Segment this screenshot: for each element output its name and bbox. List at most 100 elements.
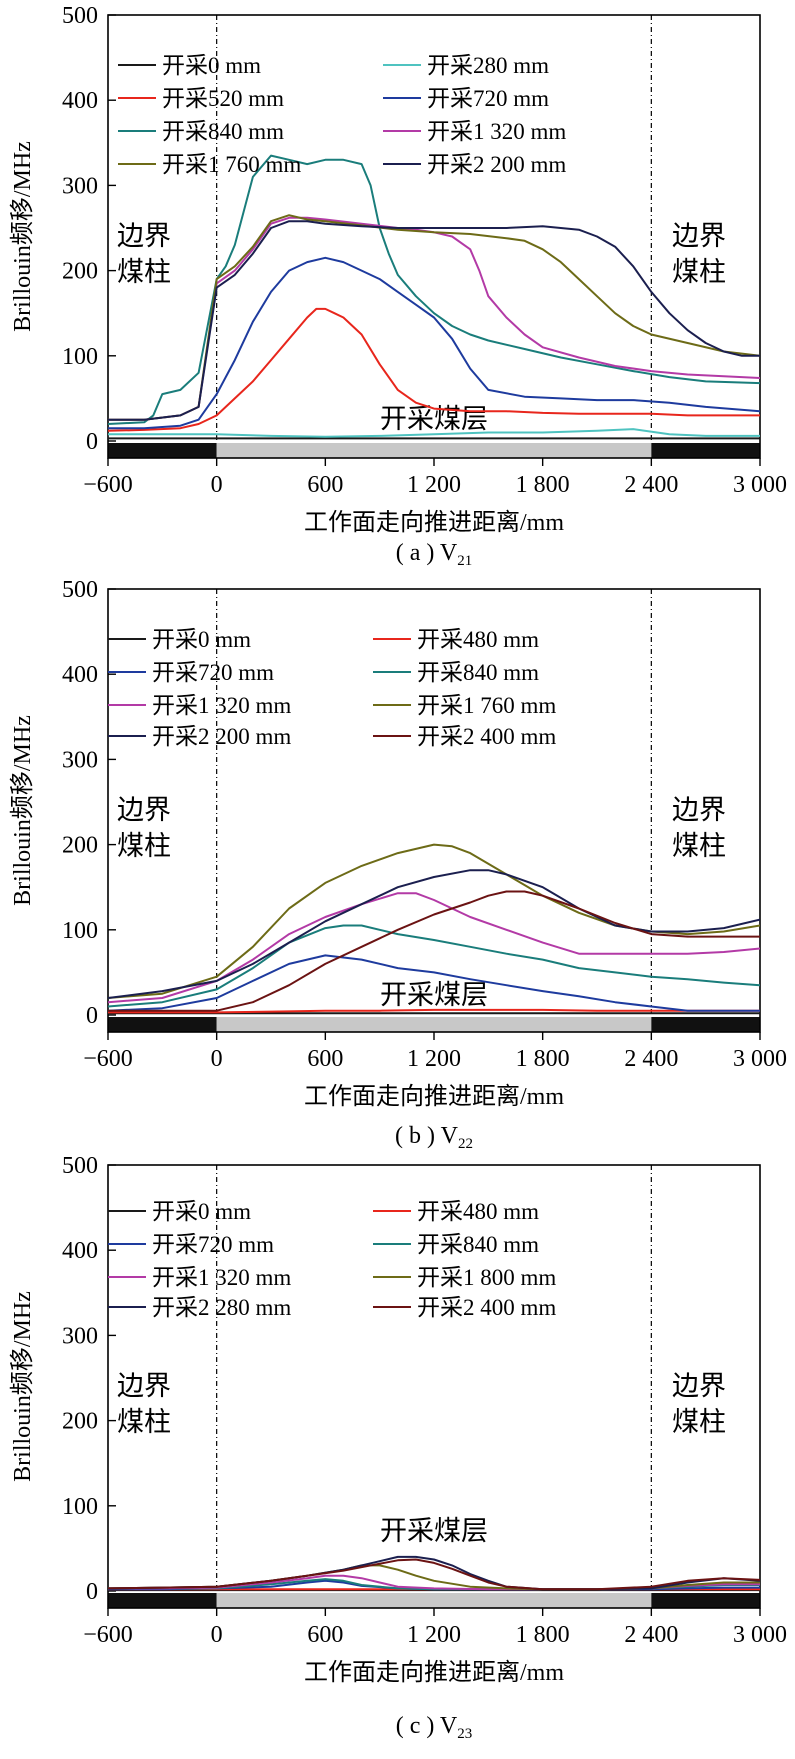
series-line [108,890,760,1012]
legend-label: 开采840 mm [162,119,284,144]
x-tick-label: 2 400 [624,472,678,498]
x-tick-label: 3 000 [733,1046,787,1072]
series-line [108,1008,760,1014]
legend-label: 开采720 mm [152,660,274,685]
y-tick-label: 100 [62,918,98,944]
y-tick-label: 100 [62,344,98,370]
y-tick-label: 300 [62,1323,98,1349]
caption-subscript: 21 [457,553,472,569]
legend-label: 开采1 320 mm [427,119,566,144]
coal-pillar-band-right [651,1017,760,1032]
legend-label: 开采480 mm [417,1199,539,1224]
region-label-left: 煤柱 [117,257,171,287]
x-tick-label: 1 200 [407,472,461,498]
x-tick-label: −600 [83,1046,133,1072]
legend-label: 开采1 760 mm [417,693,556,718]
x-tick-label: 3 000 [733,1622,787,1648]
region-label-right: 边界 [672,221,726,251]
panel-caption: ( c ) V23 [396,1713,473,1742]
y-axis-label: Brillouin频移/MHz [9,715,36,906]
y-tick-label: 100 [62,1494,98,1520]
series-line [108,307,760,432]
y-tick-label: 200 [62,833,98,859]
y-axis-label: Brillouin频移/MHz [9,141,36,332]
coal-seam-band [216,1593,652,1608]
y-tick-label: 500 [62,3,98,29]
x-tick-label: 1 800 [516,1046,570,1072]
legend-label: 开采480 mm [417,627,539,652]
x-tick-label: 1 200 [407,1046,461,1072]
chart-panel: 0 100 200 300 400 500 −600 0 600 1 200 1 800 2 400 3… [9,577,787,1152]
caption-main: ( a ) V [396,540,458,566]
y-axis-label: Brillouin频移/MHz [9,1291,36,1482]
legend-label: 开采1 320 mm [152,1265,291,1290]
legend-label: 开采2 200 mm [427,152,566,177]
region-label-left: 边界 [117,1371,171,1401]
series-line [108,214,760,421]
legend-label: 开采2 200 mm [152,724,291,749]
y-tick-label: 400 [62,662,98,688]
x-tick-label: 0 [211,1046,223,1072]
legend-label: 开采840 mm [417,1232,539,1257]
x-tick-label: 0 [211,472,223,498]
region-label-right: 煤柱 [672,1407,726,1437]
x-axis-label: 工作面走向推进距离/mm [304,509,564,536]
legend-label: 开采720 mm [427,86,549,111]
y-tick-label: 200 [62,259,98,285]
region-label-left: 边界 [117,221,171,251]
series-line [108,924,760,1008]
series-line [108,892,760,1004]
legend-label: 开采2 400 mm [417,724,556,749]
x-tick-label: 2 400 [624,1046,678,1072]
seam-label: 开采煤层 [380,1516,488,1546]
legend-label: 开采840 mm [417,660,539,685]
panel-caption: ( b ) V22 [395,1123,473,1152]
y-tick-label: 300 [62,747,98,773]
x-tick-label: 2 400 [624,1622,678,1648]
plot-frame [107,14,761,459]
series-line [108,428,760,438]
x-tick-label: 600 [307,1622,343,1648]
caption-subscript: 23 [457,1726,472,1742]
legend-label: 开采2 400 mm [417,1295,556,1320]
y-tick-label: 500 [62,1153,98,1179]
coal-pillar-band-right [651,443,760,458]
coal-seam-band [216,443,652,458]
legend-label: 开采1 320 mm [152,693,291,718]
coal-pillar-band-left [108,1593,217,1608]
y-tick-label: 400 [62,88,98,114]
seam-label: 开采煤层 [380,980,488,1010]
series-line [108,154,760,425]
x-tick-label: −600 [83,1622,133,1648]
coal-pillar-band-left [108,1017,217,1032]
x-tick-label: 600 [307,1046,343,1072]
region-label-right: 边界 [672,1371,726,1401]
coal-pillar-band-left [108,443,217,458]
x-tick-label: 600 [307,472,343,498]
legend-label: 开采2 280 mm [152,1295,291,1320]
series-line [108,954,760,1012]
plot-frame [107,588,761,1033]
legend-label: 开采0 mm [152,627,251,652]
panel-caption: ( a ) V21 [396,540,473,569]
y-tick-label: 500 [62,577,98,603]
region-label-left: 边界 [117,795,171,825]
x-axis-label: 工作面走向推进距离/mm [304,1083,564,1110]
x-tick-label: 0 [211,1622,223,1648]
y-tick-label: 200 [62,1409,98,1435]
x-tick-label: −600 [83,472,133,498]
y-tick-label: 0 [86,1579,98,1605]
coal-pillar-band-right [651,1593,760,1608]
coal-seam-band [216,1017,652,1032]
x-tick-label: 1 800 [516,472,570,498]
x-tick-label: 1 200 [407,1622,461,1648]
legend-label: 开采520 mm [162,86,284,111]
series-line [108,1558,760,1591]
region-label-right: 煤柱 [672,257,726,287]
legend-label: 开采1 760 mm [162,152,301,177]
caption-main: ( c ) V [396,1713,458,1739]
series-line [108,869,760,999]
caption-subscript: 22 [458,1136,473,1152]
chart-panel: 0 100 200 300 400 500 −600 0 600 1 200 1 800 2 400 3… [9,3,787,569]
